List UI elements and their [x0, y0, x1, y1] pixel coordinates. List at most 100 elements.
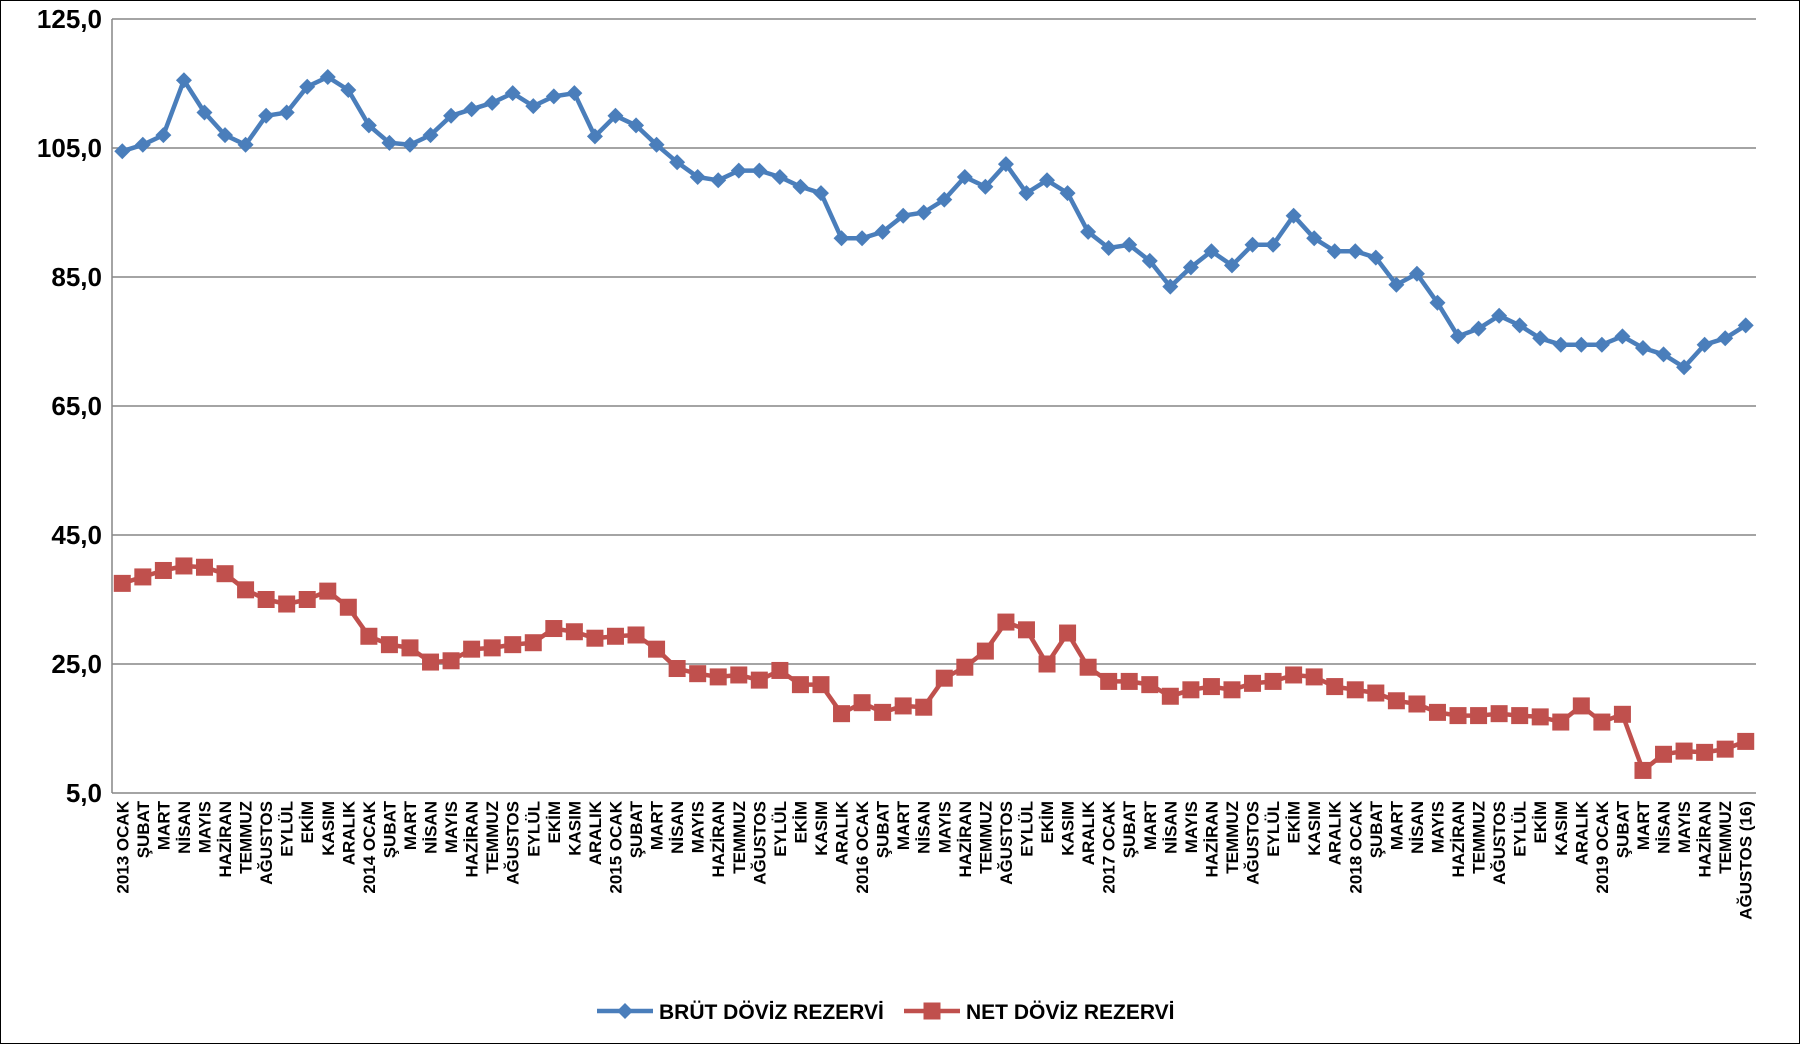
data-point: [648, 136, 665, 153]
x-tick-label: ARALIK: [1572, 800, 1591, 865]
data-point: [381, 134, 398, 151]
data-point: [1059, 185, 1076, 202]
x-tick-label: EYLÜL: [1017, 801, 1036, 857]
x-tick-label: ŞUBAT: [1367, 800, 1386, 858]
data-point: [1490, 705, 1508, 723]
data-point: [977, 178, 994, 195]
data-point: [217, 127, 234, 144]
data-point: [1244, 674, 1262, 692]
data-point: [1202, 678, 1220, 696]
data-point: [668, 660, 686, 678]
x-tick-label: MAYIS: [689, 801, 708, 853]
data-point: [1696, 336, 1713, 353]
data-point: [1017, 621, 1035, 639]
data-point: [1449, 707, 1467, 725]
data-point: [709, 668, 727, 686]
data-point: [319, 582, 337, 600]
x-tick-label: MART: [154, 800, 173, 850]
data-point: [258, 107, 275, 124]
y-tick-label: 125,0: [37, 4, 102, 34]
data-point: [689, 665, 707, 683]
x-tick-label: ŞUBAT: [1613, 800, 1632, 858]
x-tick-label: AĞUSTOS (16): [1737, 801, 1756, 920]
legend-item-brut: BRÜT DÖVİZ REZERVİ: [597, 1001, 884, 1024]
data-point: [750, 671, 768, 689]
y-tick-label: 85,0: [51, 262, 102, 292]
x-tick-label: NİSAN: [915, 801, 934, 854]
data-point: [1634, 761, 1652, 779]
x-tick-label: 2013 OCAK: [113, 800, 132, 893]
data-point: [956, 658, 974, 676]
x-tick-label: HAZİRAN: [1202, 801, 1221, 878]
x-tick-label: TEMMUZ: [1470, 801, 1489, 874]
data-point: [751, 162, 768, 179]
x-tick-label: 2019 OCAK: [1593, 800, 1612, 893]
data-point: [1593, 336, 1610, 353]
y-tick-label: 45,0: [51, 520, 102, 550]
data-point: [1346, 681, 1364, 699]
x-tick-label: MAYIS: [442, 801, 461, 853]
x-tick-label: ŞUBAT: [134, 800, 153, 858]
data-point: [1531, 708, 1549, 726]
data-point: [1120, 672, 1138, 690]
data-point: [278, 104, 295, 121]
x-tick-label: EKİM: [545, 801, 564, 844]
data-point: [915, 698, 933, 716]
data-point: [484, 94, 501, 111]
data-point: [216, 565, 234, 583]
data-point: [1223, 681, 1241, 699]
x-tick-label: 2017 OCAK: [1100, 800, 1119, 893]
data-point: [1326, 243, 1343, 260]
data-point: [545, 88, 562, 105]
x-tick-label: MAYIS: [1428, 801, 1447, 853]
data-point: [935, 669, 953, 687]
data-point: [648, 640, 666, 658]
data-point: [1511, 707, 1529, 725]
data-point: [545, 620, 563, 638]
data-point: [155, 127, 172, 144]
data-point: [1655, 346, 1672, 363]
data-point: [1737, 732, 1755, 750]
x-tick-label: HAZİRAN: [463, 801, 482, 878]
data-point: [299, 78, 316, 95]
data-point: [566, 85, 583, 102]
x-tick-label: NİSAN: [1408, 801, 1427, 854]
series-line: [121, 563, 1747, 773]
x-tick-label: 2018 OCAK: [1346, 800, 1365, 893]
data-point: [1675, 742, 1693, 760]
data-point: [1203, 243, 1220, 260]
axes: [111, 19, 1756, 794]
data-point: [1429, 294, 1446, 311]
data-point: [627, 626, 645, 644]
data-point: [1572, 697, 1590, 715]
x-tick-label: HAZİRAN: [709, 801, 728, 878]
x-tick-label: ARALIK: [1079, 800, 1098, 865]
x-tick-label: TEMMUZ: [483, 801, 502, 874]
x-tick-label: KASIM: [319, 801, 338, 856]
data-point: [1737, 317, 1754, 334]
data-point: [1428, 703, 1446, 721]
x-tick-label: 2014 OCAK: [360, 800, 379, 893]
data-point: [134, 136, 151, 153]
x-tick-label: MART: [648, 800, 667, 850]
data-point: [771, 169, 788, 186]
x-tick-label: EKİM: [1038, 801, 1057, 844]
data-point: [1655, 745, 1673, 763]
data-point: [360, 627, 378, 645]
data-point: [710, 172, 727, 189]
data-point: [1696, 743, 1714, 761]
x-tick-label: AĞUSTOS: [1244, 801, 1263, 885]
x-tick-label: EYLÜL: [278, 801, 297, 857]
data-point: [1223, 257, 1240, 274]
data-point: [195, 558, 213, 576]
data-point: [154, 561, 172, 579]
x-tick-label: KASIM: [1059, 801, 1078, 856]
y-tick-label: 65,0: [51, 391, 102, 421]
data-point: [791, 676, 809, 694]
data-point: [401, 639, 419, 657]
legend-marker: [923, 1002, 941, 1020]
x-tick-label: NİSAN: [1161, 801, 1180, 854]
data-point: [463, 640, 481, 658]
data-point: [976, 642, 994, 660]
x-tick-label: AĞUSTOS: [750, 801, 769, 885]
